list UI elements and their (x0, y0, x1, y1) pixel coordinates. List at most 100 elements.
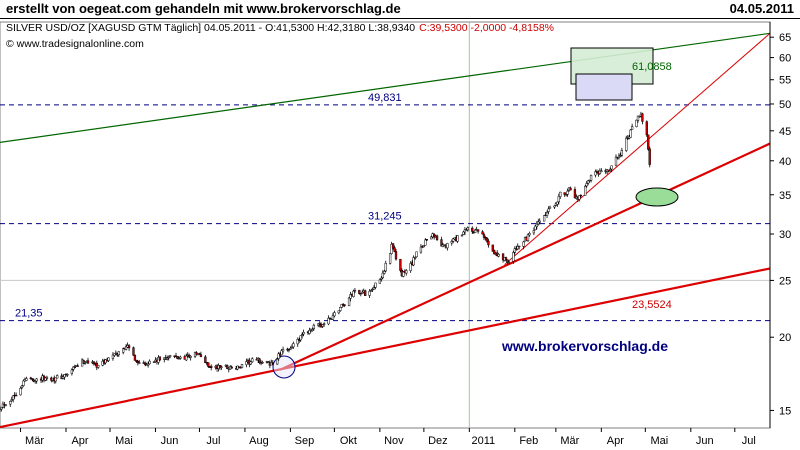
candle (276, 357, 279, 365)
candle (380, 276, 383, 282)
candle (349, 291, 352, 302)
candle (230, 365, 233, 369)
candle (542, 215, 546, 222)
y-tick-label: 35 (779, 190, 791, 202)
candle (476, 229, 480, 234)
candle (312, 323, 316, 331)
candle (538, 218, 541, 225)
candle (629, 128, 632, 138)
candle (535, 221, 538, 230)
x-tick-label: Jul (206, 435, 220, 447)
candle (522, 240, 525, 250)
candle (321, 324, 324, 329)
candle (635, 119, 638, 128)
candle (573, 186, 577, 199)
candle (298, 337, 301, 344)
candle (122, 347, 125, 355)
candle (198, 352, 201, 355)
header-separator (0, 18, 800, 19)
candle (168, 354, 172, 359)
target-box-blue (575, 73, 633, 101)
candle (245, 358, 248, 368)
candle (409, 261, 412, 273)
candle (111, 352, 115, 361)
watermark-text: www.brokervorschlag.de (501, 338, 668, 354)
candle (569, 186, 572, 191)
candle (506, 259, 509, 265)
x-tick-label: Jun (696, 435, 714, 447)
candle (405, 268, 408, 276)
candle (645, 120, 648, 137)
x-tick-label: Apr (71, 435, 88, 447)
target-ellipse (635, 187, 679, 207)
candle (70, 368, 74, 376)
candle (553, 205, 556, 209)
candle (281, 346, 285, 354)
candle (144, 361, 147, 367)
candle (391, 243, 395, 250)
trendline-support-thin (504, 32, 770, 266)
candle (361, 289, 364, 295)
candle (594, 169, 597, 178)
candle (152, 361, 156, 363)
candle (440, 236, 443, 247)
candle (394, 249, 398, 261)
candle (501, 253, 505, 263)
candle (337, 310, 340, 315)
candle (148, 359, 151, 365)
candle (22, 379, 25, 387)
candle (648, 146, 651, 168)
level-label: 21,35 (15, 308, 43, 320)
candle (554, 202, 558, 207)
candle (158, 356, 162, 362)
x-tick-label: Mai (650, 435, 668, 447)
touch-circle (272, 355, 296, 379)
x-tick-label: Mär (560, 435, 579, 447)
candle (113, 353, 116, 357)
candle (287, 348, 291, 353)
candle (117, 351, 120, 358)
candle (393, 245, 396, 253)
candle (526, 233, 530, 242)
candle (578, 195, 581, 202)
candle (589, 174, 593, 183)
y-tick-label: 45 (779, 126, 791, 138)
candle (412, 255, 415, 267)
candle (608, 167, 612, 172)
candle (424, 238, 427, 246)
candle (347, 296, 351, 307)
candle (300, 332, 304, 339)
x-tick-label: Dez (428, 435, 448, 447)
info-change: C:39,5300 -2,0000 -4,8158% (419, 22, 554, 34)
x-tick-label: Mai (115, 435, 133, 447)
candle (0, 407, 3, 412)
candle (176, 356, 179, 360)
candle (83, 361, 87, 365)
candle (331, 312, 335, 320)
candle (226, 364, 229, 369)
candle (384, 260, 387, 273)
candle (73, 364, 76, 369)
candle (548, 205, 552, 209)
candle (322, 322, 326, 327)
x-tick-label: Jul (742, 435, 756, 447)
candle (383, 269, 386, 275)
chart-title: erstellt von oegeat.com gehandeln mit ww… (6, 1, 401, 16)
candle (507, 260, 511, 264)
horizontal-levels (0, 104, 770, 322)
candle (638, 115, 641, 118)
candle (146, 361, 150, 368)
candle (528, 231, 531, 237)
candle (25, 376, 28, 381)
candle (204, 355, 207, 363)
candle (358, 289, 361, 295)
candle (497, 253, 500, 258)
y-tick-label: 55 (779, 75, 791, 87)
candle (532, 227, 536, 236)
candle (97, 364, 100, 369)
candle (374, 282, 377, 290)
candle (432, 233, 436, 240)
candle (620, 147, 624, 158)
candle (372, 285, 376, 290)
